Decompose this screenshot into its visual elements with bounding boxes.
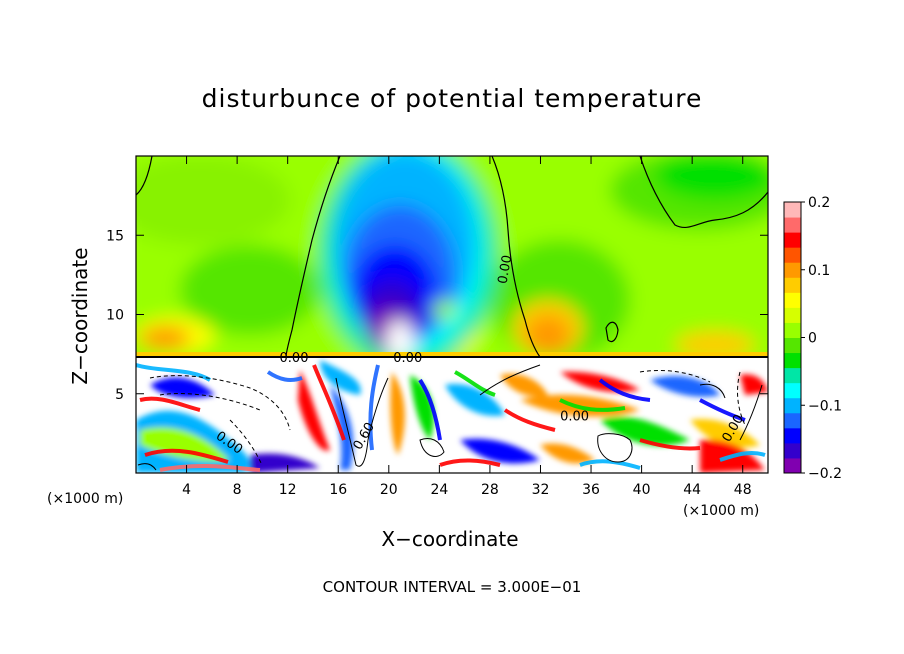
x-tick-label: 24	[430, 482, 448, 498]
x-tick-label: 44	[683, 482, 701, 498]
y-tick-label: 10	[106, 308, 124, 324]
colorbar: 0.2 0.1 0 −0.1 −0.2	[783, 195, 842, 482]
x-tick-label: 40	[633, 482, 651, 498]
tropopause-band	[136, 352, 768, 356]
colorbar-swatch	[784, 427, 801, 444]
chart-title: disturbunce of potential temperature	[201, 84, 703, 113]
contour-lines	[136, 156, 768, 358]
colorbar-swatch	[784, 442, 801, 459]
lower-field	[136, 357, 768, 473]
colorbar-tick-label: 0	[808, 331, 817, 347]
colorbar-swatch	[784, 217, 801, 233]
colorbar-tick-label: 0.2	[808, 195, 830, 211]
colorbar-swatch	[784, 382, 801, 399]
colorbar-swatch	[784, 277, 801, 293]
colorbar-swatch	[784, 457, 801, 474]
x-axis-label: X−coordinate	[381, 527, 519, 551]
colorbar-swatch	[784, 412, 801, 429]
colorbar-swatch	[784, 322, 801, 338]
colorbar-tick-label: −0.2	[808, 466, 842, 482]
contour-label: 0.00	[280, 351, 309, 366]
colorbar-tick-label: −0.1	[808, 398, 842, 414]
x-unit-left: (×1000 m)	[47, 491, 124, 507]
x-tick-label: 8	[233, 482, 242, 498]
x-axis: 4 8 12 16 20 24 28 32 36 40 44 48	[182, 156, 752, 498]
y-tick-label: 15	[106, 228, 124, 244]
colorbar-swatch	[784, 307, 801, 323]
x-tick-label: 16	[329, 482, 347, 498]
y-axis-label: Z−coordinate	[68, 247, 92, 385]
contour-interval: CONTOUR INTERVAL = 3.000E−01	[322, 578, 582, 596]
colorbar-swatch	[784, 202, 801, 218]
x-tick-label: 28	[481, 482, 499, 498]
colorbar-tick-label: 0.1	[808, 263, 830, 279]
colorbar-swatch	[784, 262, 801, 278]
contour-label: 0.00	[496, 254, 516, 285]
colorbar-swatch	[784, 247, 801, 263]
x-tick-label: 20	[380, 482, 398, 498]
contour-label: 0.00	[560, 410, 589, 425]
heatmap-field	[136, 156, 768, 473]
x-tick-label: 4	[182, 482, 191, 498]
x-tick-label: 32	[532, 482, 550, 498]
colorbar-swatch	[784, 232, 801, 248]
y-axis: 5 10 15	[106, 228, 768, 403]
colorbar-swatch	[784, 292, 801, 308]
colorbar-swatch	[784, 337, 801, 354]
x-tick-label: 36	[582, 482, 600, 498]
x-unit-right: (×1000 m)	[683, 503, 760, 519]
upper-field	[136, 156, 768, 370]
colorbar-swatch	[784, 367, 801, 384]
y-tick-label: 5	[115, 387, 124, 403]
x-tick-label: 12	[279, 482, 297, 498]
contour-label: 0.00	[393, 351, 422, 366]
colorbar-swatch	[784, 352, 801, 369]
colorbar-swatch	[784, 397, 801, 414]
x-tick-label: 48	[734, 482, 752, 498]
